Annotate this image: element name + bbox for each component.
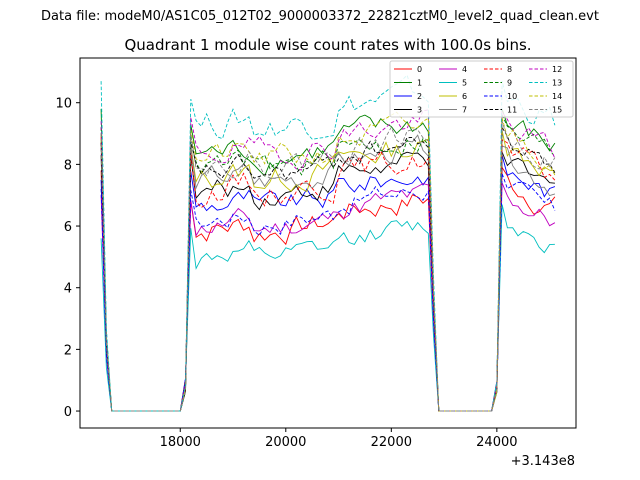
series-line-15 [100,121,556,412]
y-axis: 0 2 4 6 8 10 [55,97,80,420]
y-tick-label: 8 [64,158,72,173]
legend-label-6: 6 [462,92,467,101]
x-offset-label: +3.143e8 [511,454,575,469]
y-tick-label: 10 [55,97,72,112]
legend-label-2: 2 [417,92,422,101]
legend-label-8: 8 [507,65,512,74]
x-tick-label: 24000 [476,435,517,450]
legend-label-0: 0 [417,65,422,74]
series-lines [100,74,556,412]
legend-label-7: 7 [462,106,467,115]
legend-label-4: 4 [462,65,467,74]
legend-label-9: 9 [507,79,512,88]
legend-label-5: 5 [462,79,467,88]
legend-label-12: 12 [552,65,562,74]
y-tick-label: 0 [64,405,72,420]
legend-box [389,60,574,118]
x-tick-label: 22000 [371,435,412,450]
x-tick-label: 18000 [160,435,201,450]
legend-label-14: 14 [552,92,562,101]
y-tick-label: 6 [64,220,72,235]
y-tick-label: 4 [64,282,72,297]
x-tick-label: 20000 [265,435,306,450]
legend-label-15: 15 [552,106,562,115]
legend-label-13: 13 [552,79,562,88]
legend-label-1: 1 [417,79,422,88]
plot-frame [79,57,577,429]
x-axis: 18000 20000 22000 24000 [160,428,518,450]
y-tick-label: 2 [64,343,72,358]
chart-title: Quadrant 1 module wise count rates with … [124,36,531,54]
legend-label-11: 11 [507,106,517,115]
series-line-11 [100,125,556,412]
figure-suptitle: Data file: modeM0/AS1C05_012T02_90000033… [41,9,599,24]
legend-label-10: 10 [507,92,517,101]
legend-label-3: 3 [417,106,422,115]
